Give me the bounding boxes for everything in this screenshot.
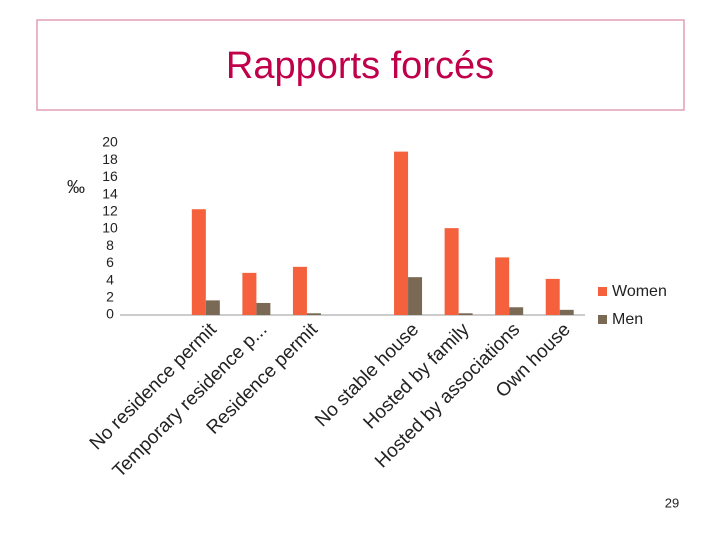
bar [495, 257, 510, 315]
title-box [36, 19, 685, 111]
bar [394, 151, 409, 315]
y-tick-label: 10 [102, 220, 118, 236]
y-axis-label: ‰ [67, 177, 85, 197]
legend-label: Women [612, 283, 667, 300]
y-tick-label: 14 [102, 185, 118, 201]
bar [559, 309, 574, 315]
bar [458, 313, 473, 315]
bar [306, 313, 321, 315]
bar [191, 209, 206, 315]
y-tick-label: 6 [106, 254, 114, 270]
y-tick-label: 16 [102, 168, 118, 184]
y-tick-label: 12 [102, 203, 118, 219]
y-tick-label: 4 [106, 271, 114, 287]
bar [545, 278, 560, 315]
y-tick-label: 8 [106, 237, 114, 253]
chart-title: Rapports forcés [226, 45, 494, 87]
bar [205, 300, 220, 315]
bar [509, 307, 524, 315]
legend-label: Men [612, 311, 643, 328]
bar [242, 272, 257, 315]
y-tick-label: 20 [102, 134, 118, 150]
bar [444, 228, 459, 315]
page-number: 29 [665, 495, 679, 510]
bar [408, 277, 423, 315]
legend-swatch [598, 287, 607, 296]
bar [256, 302, 271, 315]
y-tick-label: 2 [106, 289, 114, 305]
legend-swatch [598, 315, 607, 324]
y-tick-label: 0 [106, 306, 114, 322]
y-tick-label: 18 [102, 151, 118, 167]
bar [292, 266, 307, 315]
